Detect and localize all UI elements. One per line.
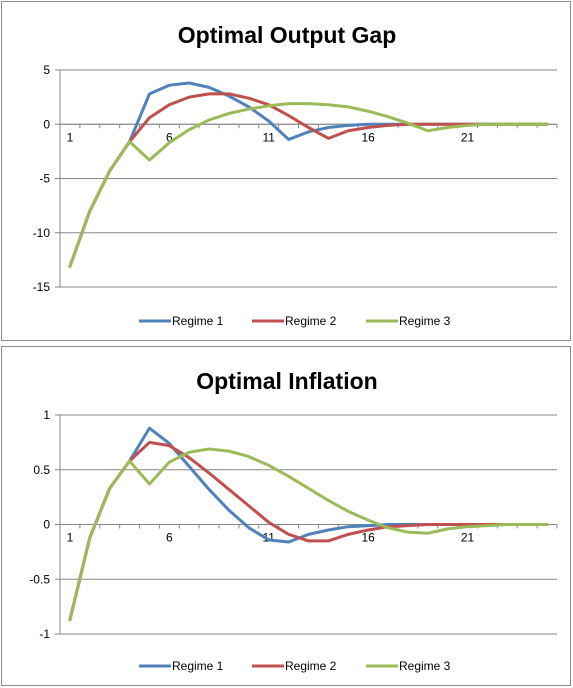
output-gap-x-tick-label: 6 bbox=[166, 130, 173, 144]
inflation-y-tick-label: 1 bbox=[43, 408, 50, 422]
output-gap-y-tick-label: 0 bbox=[43, 117, 50, 131]
inflation-x-tick-label: 16 bbox=[361, 531, 375, 545]
output-gap-x-tick-label: 11 bbox=[263, 130, 276, 144]
output-gap-y-tick-label: -5 bbox=[39, 172, 50, 186]
output-gap-series-line-regime-2 bbox=[68, 92, 549, 268]
output-gap-y-tick-label: -15 bbox=[33, 280, 51, 294]
inflation-chart-panel: Optimal Inflation 1 0.5 0 -0.5 -1 1 6 11 16 21 Regi… bbox=[1, 346, 571, 686]
inflation-x-tick-label: 21 bbox=[461, 531, 475, 545]
output-gap-x-tick-label: 21 bbox=[461, 130, 475, 144]
inflation-y-tick-label: 0.5 bbox=[33, 463, 50, 477]
inflation-x-tick-label: 6 bbox=[166, 531, 173, 545]
inflation-legend-label-regime-1: Regime 1 bbox=[172, 659, 224, 673]
output-gap-y-tick-label: 5 bbox=[43, 63, 50, 77]
output-gap-legend-label-regime-2: Regime 2 bbox=[285, 314, 337, 328]
output-gap-x-tick-label: 16 bbox=[361, 130, 375, 144]
inflation-title: Optimal Inflation bbox=[196, 368, 377, 394]
inflation-legend-label-regime-2: Regime 2 bbox=[285, 659, 337, 673]
inflation-x-tick-label: 1 bbox=[67, 531, 74, 545]
inflation-series-line-regime-3 bbox=[68, 447, 549, 622]
inflation-series-line-regime-2 bbox=[68, 440, 549, 622]
output-gap-series-line-regime-1 bbox=[68, 81, 549, 268]
inflation-y-tick-label: 0 bbox=[43, 518, 50, 532]
output-gap-legend-label-regime-3: Regime 3 bbox=[399, 314, 451, 328]
output-gap-y-tick-label: -10 bbox=[33, 226, 51, 240]
output-gap-title: Optimal Output Gap bbox=[178, 22, 397, 48]
inflation-legend-label-regime-3: Regime 3 bbox=[399, 659, 451, 673]
inflation-y-tick-label: -0.5 bbox=[29, 572, 50, 586]
inflation-y-tick-label: -1 bbox=[39, 627, 50, 641]
output-gap-chart-panel: Optimal Output Gap 5 0 -5 -10 -15 1 6 11 16 21 Regi… bbox=[1, 1, 571, 341]
output-gap-x-tick-label: 1 bbox=[67, 130, 74, 144]
output-gap-legend-label-regime-1: Regime 1 bbox=[172, 314, 224, 328]
output-gap-series-line-regime-3 bbox=[68, 102, 549, 268]
